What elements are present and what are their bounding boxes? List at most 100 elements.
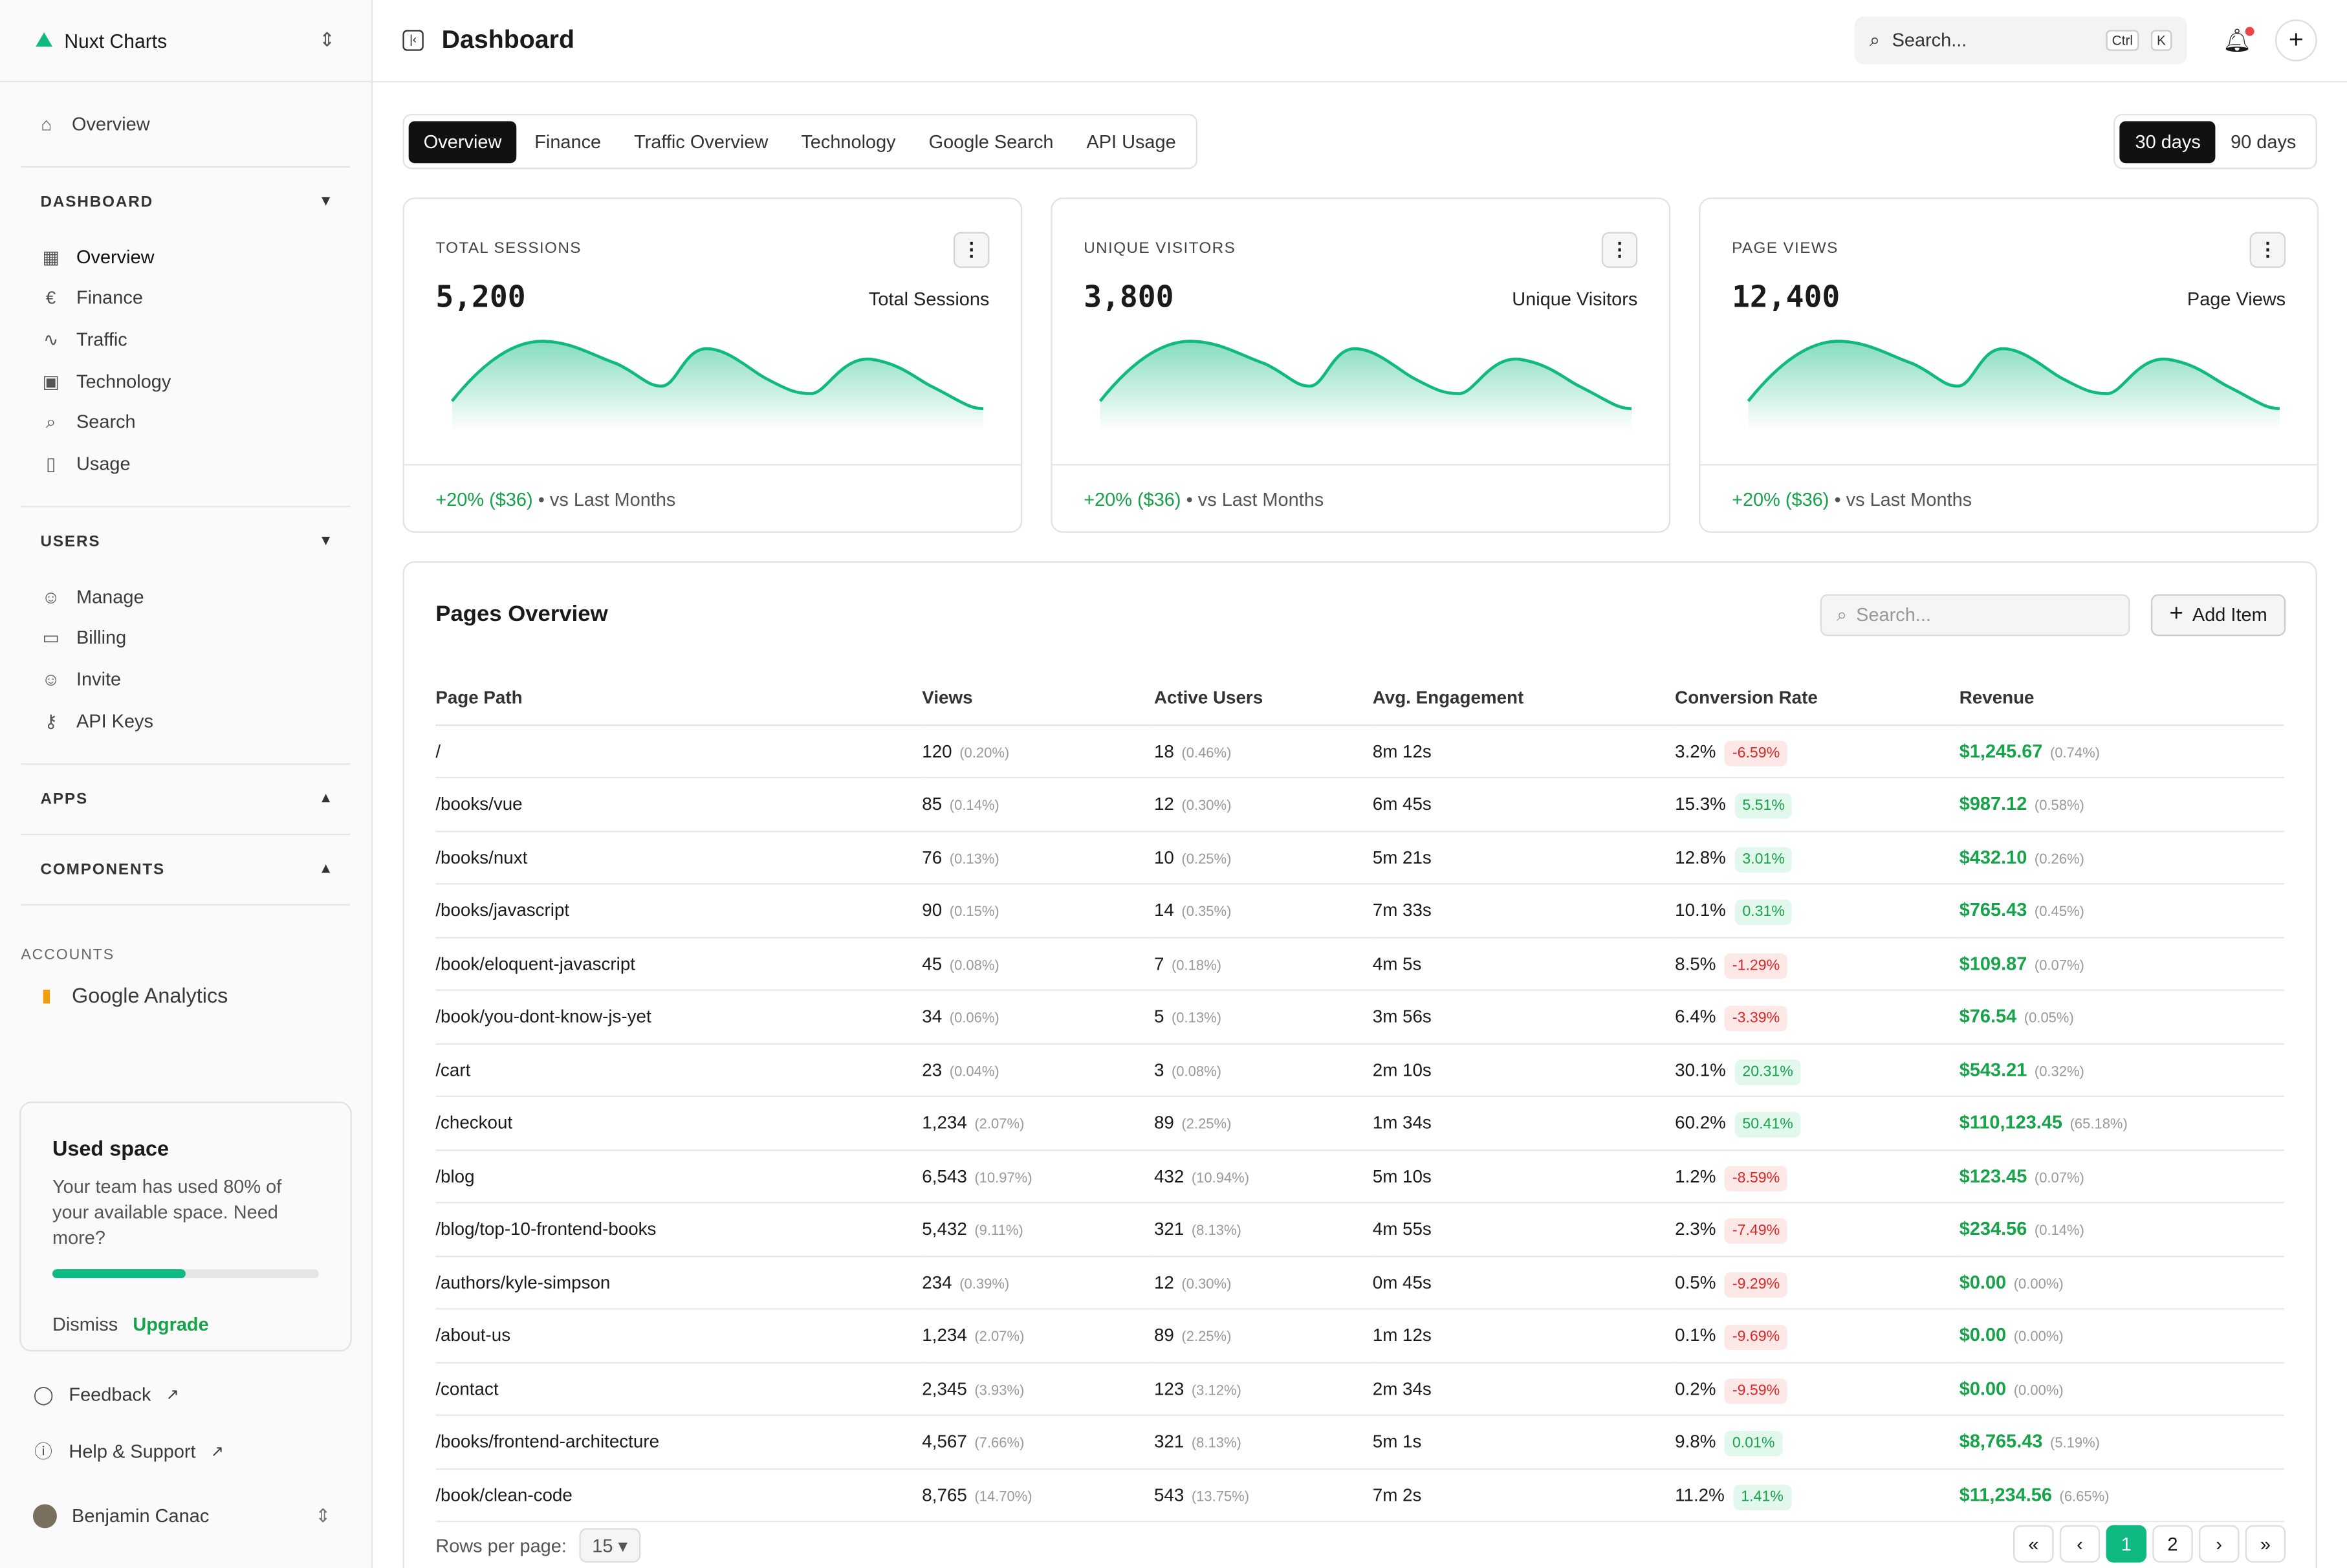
table-row[interactable]: /books/nuxt 76 (0.13%) 10 (0.25%) 5m 21s 12.8%… bbox=[435, 831, 2284, 885]
add-item-button[interactable]: + Add Item bbox=[2150, 594, 2286, 637]
table-row[interactable]: /books/javascript 90 (0.15%) 14 (0.35%) 7m 33… bbox=[435, 884, 2284, 938]
tab-overview[interactable]: Overview bbox=[408, 120, 517, 163]
range-90-days[interactable]: 90 days bbox=[2231, 131, 2297, 152]
user-menu[interactable]: Benjamin Canac ⇕ bbox=[0, 1495, 371, 1536]
value: 23 bbox=[922, 1059, 943, 1080]
column-header-avg-engagement[interactable]: Avg. Engagement bbox=[1372, 670, 1676, 726]
percent: (0.04%) bbox=[949, 1063, 999, 1080]
sparkline bbox=[1747, 340, 2280, 431]
kpi-value: 12,400 bbox=[1732, 278, 1840, 314]
label: Feedback bbox=[69, 1384, 151, 1406]
tab-technology[interactable]: Technology bbox=[801, 131, 896, 152]
table-row[interactable]: /book/you-dont-know-js-yet 34 (0.06%) 5 (0.1… bbox=[435, 990, 2284, 1044]
cell-avg-engagement: 3m 56s bbox=[1372, 990, 1676, 1044]
value: 10.1% bbox=[1675, 900, 1726, 921]
table-row[interactable]: /authors/kyle-simpson 234 (0.39%) 12 (0.30%)… bbox=[435, 1256, 2284, 1310]
sparkline-area bbox=[1748, 341, 2280, 431]
sidebar-item-finance[interactable]: € Finance bbox=[0, 278, 371, 319]
plus-icon[interactable]: + bbox=[2275, 19, 2317, 61]
column-header-views[interactable]: Views bbox=[922, 670, 1154, 726]
cell-conversion-rate: 60.2% 50.41% bbox=[1675, 1096, 1959, 1151]
tab-traffic-overview[interactable]: Traffic Overview bbox=[634, 131, 769, 152]
percent: (0.74%) bbox=[2050, 745, 2100, 762]
team-switcher[interactable]: ⛰ Nuxt Charts ⇕ bbox=[0, 0, 371, 83]
tab-api-usage[interactable]: API Usage bbox=[1086, 131, 1176, 152]
page-button[interactable]: 2 bbox=[2152, 1525, 2193, 1563]
table-row[interactable]: /book/eloquent-javascript 45 (0.08%) 7 (0.18… bbox=[435, 937, 2284, 991]
cell-active-users: 432 (10.94%) bbox=[1153, 1149, 1373, 1204]
bell-icon[interactable]: 🔔︎ bbox=[2223, 27, 2254, 54]
column-header-page-path[interactable]: Page Path bbox=[435, 670, 922, 726]
tab-google-search[interactable]: Google Search bbox=[928, 131, 1054, 152]
table-row[interactable]: /contact 2,345 (3.93%) 123 (3.12%) 2m 34s 0.2%… bbox=[435, 1362, 2284, 1416]
sidebar-item-usage[interactable]: ▯ Usage bbox=[0, 443, 371, 485]
value: 120 bbox=[922, 740, 952, 762]
feedback-link[interactable]: ◯ Feedback ↗ bbox=[0, 1374, 219, 1415]
section-components[interactable]: COMPONENTS ▴ bbox=[0, 834, 371, 903]
table-row[interactable]: /book/clean-code 8,765 (14.70%) 543 (13.75%)… bbox=[435, 1468, 2284, 1523]
page-button[interactable]: 1 bbox=[2106, 1525, 2146, 1563]
more-options-button[interactable]: ⋮ bbox=[953, 232, 990, 268]
column-header-revenue[interactable]: Revenue bbox=[1959, 670, 2284, 726]
cell-conversion-rate: 1.2% -8.59% bbox=[1675, 1149, 1959, 1204]
table-row[interactable]: /checkout 1,234 (2.07%) 89 (2.25%) 1m 34s 60.2… bbox=[435, 1096, 2284, 1151]
section-users[interactable]: USERS ▾ bbox=[0, 507, 371, 576]
credit-card-icon: ▭ bbox=[42, 627, 60, 649]
column-header-active-users[interactable]: Active Users bbox=[1153, 670, 1373, 726]
cell-active-users: 543 (13.75%) bbox=[1153, 1468, 1373, 1523]
cell-conversion-rate: 30.1% 20.31% bbox=[1675, 1043, 1959, 1097]
change-badge: -1.29% bbox=[1725, 953, 1787, 979]
dismiss-button[interactable]: Dismiss bbox=[52, 1314, 118, 1335]
more-options-button[interactable]: ⋮ bbox=[2249, 232, 2286, 268]
page-button[interactable]: » bbox=[2245, 1525, 2286, 1563]
more-options-button[interactable]: ⋮ bbox=[1601, 232, 1638, 268]
section-apps[interactable]: APPS ▴ bbox=[0, 764, 371, 833]
cell-views: 4,567 (7.66%) bbox=[922, 1415, 1154, 1469]
search-button[interactable]: ⌕ Search... Ctrl K bbox=[1854, 16, 2187, 65]
sidebar-item-manage[interactable]: ☺ Manage bbox=[0, 576, 371, 617]
table-row[interactable]: /about-us 1,234 (2.07%) 89 (2.25%) 1m 12s 0.1%… bbox=[435, 1309, 2284, 1363]
cell-conversion-rate: 6.4% -3.39% bbox=[1675, 990, 1959, 1044]
table-row[interactable]: /blog 6,543 (10.97%) 432 (10.94%) 5m 10s 1.2% -… bbox=[435, 1149, 2284, 1204]
table-row[interactable]: /120 (0.20%) 18 (0.46%) 8m 12s 3.2% -6.59% $1,2… bbox=[435, 724, 2284, 779]
sidebar-item-api-keys[interactable]: ⚷ API Keys bbox=[0, 701, 371, 742]
table-row[interactable]: /books/vue 85 (0.14%) 12 (0.30%) 6m 45s 15.3% 5… bbox=[435, 778, 2284, 832]
pages-search-input[interactable]: ⌕ Search... bbox=[1820, 594, 2130, 637]
sidebar-item-search[interactable]: ⌕ Search bbox=[0, 402, 371, 443]
sidebar-item-traffic[interactable]: ∿ Traffic bbox=[0, 319, 371, 360]
sidebar-collapse-icon[interactable]: |‹ bbox=[402, 30, 424, 51]
cell-conversion-rate: 10.1% 0.31% bbox=[1675, 884, 1959, 938]
table-row[interactable]: /cart 23 (0.04%) 3 (0.08%) 2m 10s 30.1% 20.31% $… bbox=[435, 1043, 2284, 1097]
sidebar-item-overview-top[interactable]: ⌂ Overview bbox=[0, 103, 371, 145]
section-dashboard[interactable]: DASHBOARD ▾ bbox=[0, 167, 371, 235]
help-link[interactable]: ⓘ Help & Support ↗ bbox=[0, 1431, 264, 1472]
kpi-change: +20% ($36) bbox=[435, 489, 533, 511]
cell-conversion-rate: 15.3% 5.51% bbox=[1675, 778, 1959, 832]
sidebar-item-invite[interactable]: ☺ Invite bbox=[0, 659, 371, 701]
sidebar-item-overview[interactable]: ▦ Overview bbox=[0, 236, 371, 278]
page-button[interactable]: › bbox=[2198, 1525, 2240, 1563]
value: 6,543 bbox=[922, 1165, 967, 1187]
percent: (0.26%) bbox=[2034, 851, 2084, 868]
range-30-days[interactable]: 30 days bbox=[2120, 120, 2216, 163]
account-google-analytics[interactable]: ▮ Google Analytics bbox=[0, 975, 371, 1017]
cell-page-path: /cart bbox=[435, 1043, 922, 1097]
cell-views: 90 (0.15%) bbox=[922, 884, 1154, 938]
search-icon: ⌕ bbox=[45, 411, 56, 433]
label: Invite bbox=[76, 669, 122, 690]
tab-finance[interactable]: Finance bbox=[534, 131, 602, 152]
table-row[interactable]: /blog/top-10-frontend-books 5,432 (9.11%) 3… bbox=[435, 1203, 2284, 1257]
kpi-value: 3,800 bbox=[1084, 278, 1174, 314]
value: 15 bbox=[592, 1535, 613, 1557]
sidebar-item-billing[interactable]: ▭ Billing bbox=[0, 617, 371, 659]
upgrade-button[interactable]: Upgrade bbox=[133, 1314, 209, 1335]
cell-views: 45 (0.08%) bbox=[922, 937, 1154, 991]
column-header-conversion-rate[interactable]: Conversion Rate bbox=[1675, 670, 1959, 726]
rows-per-page-select[interactable]: 15 ▾ bbox=[578, 1528, 641, 1563]
page-button[interactable]: ‹ bbox=[2059, 1525, 2101, 1563]
table-row[interactable]: /books/frontend-architecture 4,567 (7.66%)… bbox=[435, 1415, 2284, 1469]
sidebar-item-technology[interactable]: ▣ Technology bbox=[0, 360, 371, 402]
change-badge: 1.41% bbox=[1733, 1484, 1791, 1510]
page-button[interactable]: « bbox=[2013, 1525, 2054, 1563]
rows-per-page: Rows per page: 15 ▾ bbox=[435, 1528, 641, 1563]
